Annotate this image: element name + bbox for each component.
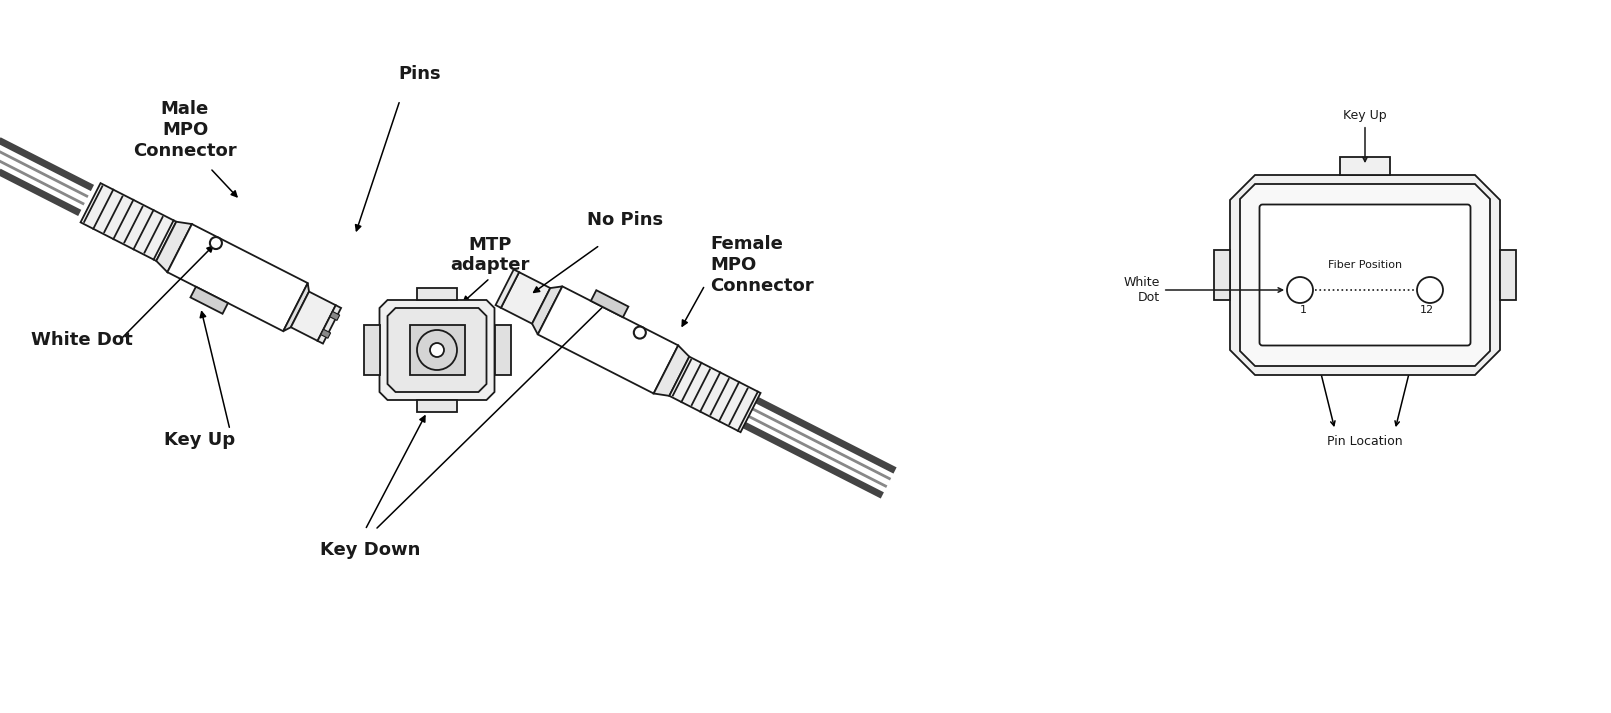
Text: 1: 1 [1300, 305, 1307, 315]
Polygon shape [292, 292, 335, 341]
FancyBboxPatch shape [1260, 205, 1471, 346]
Polygon shape [1215, 250, 1231, 300]
Polygon shape [81, 183, 176, 261]
Polygon shape [654, 345, 690, 396]
Text: Key Up: Key Up [164, 431, 235, 449]
Polygon shape [417, 288, 458, 300]
Polygon shape [284, 283, 309, 332]
Polygon shape [321, 329, 330, 338]
Text: Female
MPO
Connector: Female MPO Connector [710, 235, 814, 294]
Text: Pin Location: Pin Location [1327, 435, 1403, 448]
Text: MTP
adapter: MTP adapter [451, 235, 530, 275]
Polygon shape [1240, 184, 1490, 366]
Polygon shape [1231, 175, 1500, 375]
Text: Fiber Position: Fiber Position [1327, 260, 1402, 270]
Circle shape [430, 343, 445, 357]
Text: 12: 12 [1419, 305, 1434, 315]
Polygon shape [1500, 250, 1516, 300]
Polygon shape [409, 325, 464, 375]
Polygon shape [190, 287, 229, 314]
Circle shape [209, 237, 222, 249]
Circle shape [633, 327, 646, 339]
Polygon shape [417, 400, 458, 412]
Polygon shape [501, 272, 551, 324]
Text: No Pins: No Pins [586, 211, 664, 229]
Text: White Dot: White Dot [31, 331, 132, 349]
Text: Key Up: Key Up [1344, 109, 1387, 162]
Polygon shape [380, 300, 495, 400]
Polygon shape [538, 287, 678, 394]
Polygon shape [388, 308, 487, 392]
Polygon shape [532, 287, 562, 334]
Polygon shape [591, 290, 628, 317]
Polygon shape [156, 222, 192, 272]
Polygon shape [364, 325, 380, 375]
Text: Male
MPO
Connector: Male MPO Connector [134, 100, 237, 160]
Polygon shape [495, 325, 511, 375]
Text: Pins: Pins [398, 65, 441, 83]
Polygon shape [317, 305, 342, 344]
Polygon shape [330, 312, 340, 320]
Text: White
Dot: White Dot [1123, 276, 1282, 304]
Polygon shape [168, 224, 308, 332]
Polygon shape [1340, 157, 1390, 175]
Text: Key Down: Key Down [321, 541, 420, 559]
Polygon shape [669, 356, 760, 432]
Polygon shape [496, 270, 519, 308]
